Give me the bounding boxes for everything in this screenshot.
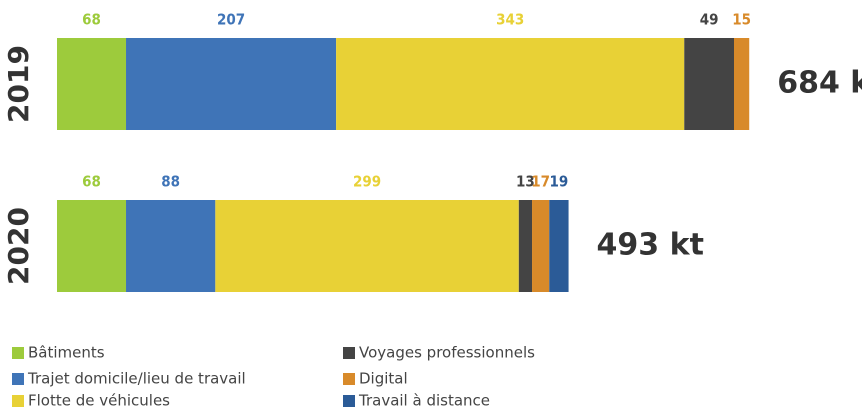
legend-swatch (12, 347, 24, 359)
category-label: 2019 (2, 45, 35, 123)
value-label: 343 (496, 11, 524, 29)
category-label: 2020 (2, 207, 35, 285)
legend-label: Travail à distance (358, 392, 490, 410)
value-label: 88 (161, 173, 180, 191)
bar-segment (518, 200, 533, 292)
legend-label: Voyages professionnels (359, 344, 535, 362)
legend-swatch (343, 395, 355, 407)
bar-segment (126, 200, 216, 292)
value-label: 19 (550, 173, 569, 191)
legend-swatch (343, 373, 355, 385)
legend-swatch (12, 373, 24, 385)
value-label: 68 (82, 11, 101, 29)
bar-segment (532, 200, 550, 292)
bar-segment (684, 38, 735, 130)
bar-segment (549, 200, 569, 292)
bar-segment (336, 38, 685, 130)
value-label: 13 (516, 173, 535, 191)
total-label: 684 kt (777, 66, 862, 101)
bar-segment (126, 38, 337, 130)
legend-swatch (12, 395, 24, 407)
legend-label: Trajet domicile/lieu de travail (27, 370, 246, 388)
legend-swatch (343, 347, 355, 359)
legend-label: Bâtiments (28, 344, 105, 362)
value-label: 68 (82, 173, 101, 191)
legend-label: Digital (359, 370, 408, 388)
value-label: 299 (353, 173, 381, 191)
value-label: 49 (700, 11, 719, 29)
bar-segment (57, 38, 127, 130)
value-label: 207 (217, 11, 245, 29)
bar-segment (215, 200, 519, 292)
value-label: 17 (531, 173, 550, 191)
value-label: 15 (732, 11, 751, 29)
bar-segment (57, 200, 127, 292)
bar-segment (734, 38, 750, 130)
total-label: 493 kt (597, 228, 704, 263)
legend-label: Flotte de véhicules (28, 392, 170, 410)
